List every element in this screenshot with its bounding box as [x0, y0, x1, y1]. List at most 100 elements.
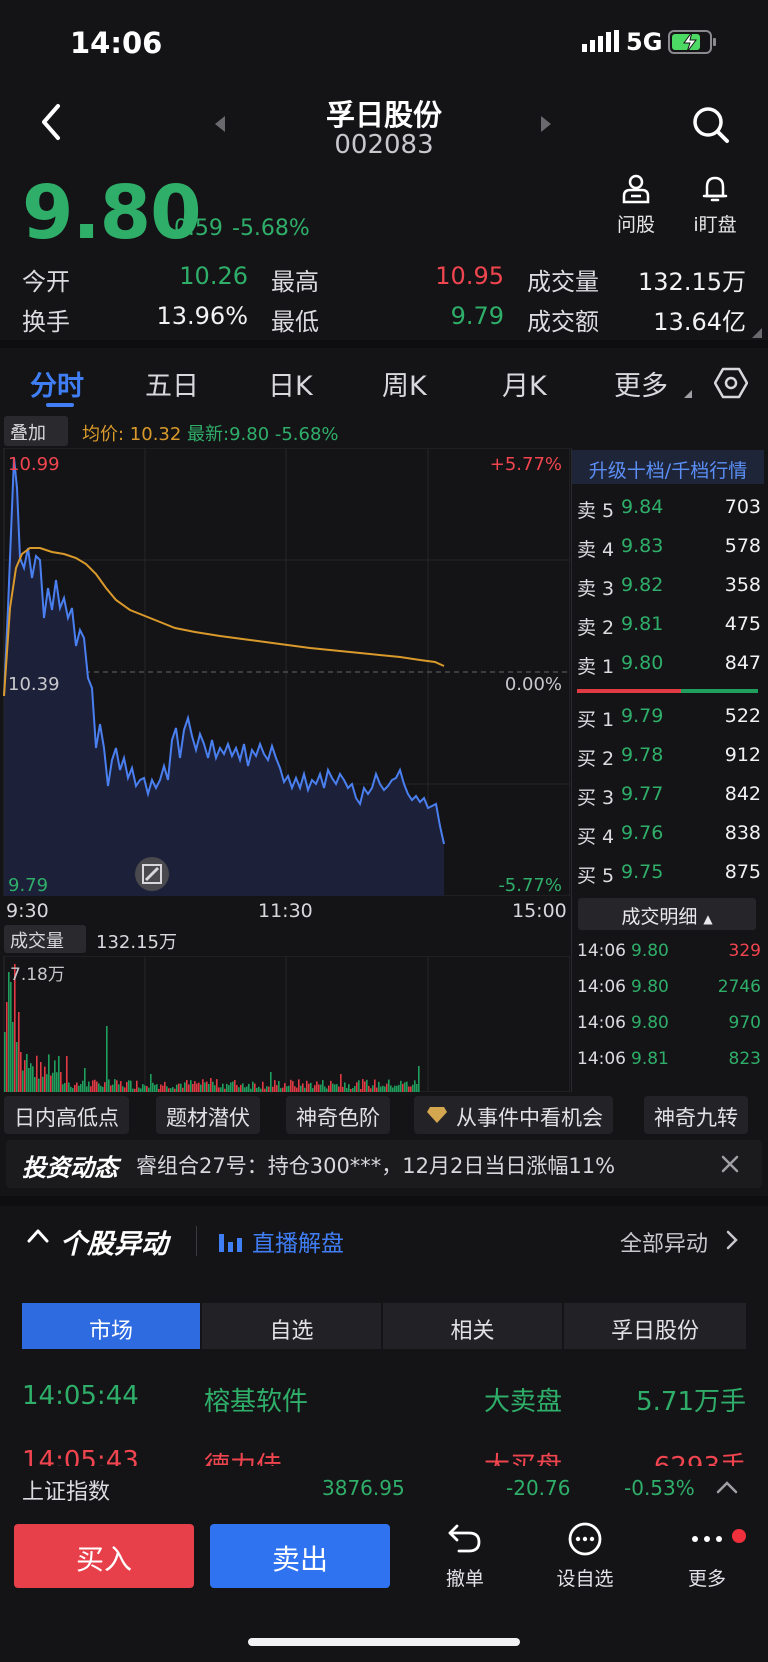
volume-bar	[402, 1084, 404, 1092]
volume-bar	[268, 1087, 270, 1092]
current-price: 9.80	[22, 170, 201, 256]
volume-bar	[122, 1086, 124, 1092]
volume-bar	[338, 1087, 340, 1092]
bell-icon	[700, 174, 730, 204]
volume-bar	[258, 1087, 260, 1092]
low-value: 9.79	[400, 302, 504, 330]
amount-label: 成交额	[527, 302, 599, 337]
tool-magic-color[interactable]: 神奇色阶	[286, 1096, 390, 1134]
index-value: 3876.95	[322, 1476, 405, 1500]
volume-bar	[354, 1086, 356, 1092]
overlay-button[interactable]: 叠加	[4, 416, 68, 446]
ask-volume: 847	[725, 652, 761, 674]
volume-chart[interactable]	[0, 956, 570, 1092]
trade-detail-button[interactable]: 成交明细 ▲	[578, 898, 756, 930]
segment-this-stock[interactable]: 孚日股份	[564, 1303, 746, 1349]
segment-related[interactable]: 相关	[383, 1303, 562, 1349]
settings-icon[interactable]	[714, 366, 748, 400]
expand-corner-icon[interactable]	[752, 328, 762, 338]
volume-bar	[332, 1084, 334, 1092]
volume-bar	[358, 1080, 360, 1092]
volume-bar	[298, 1079, 300, 1092]
volume-bar	[270, 1072, 272, 1092]
volume-bar	[86, 1086, 88, 1092]
volume-bar	[290, 1080, 292, 1092]
volume-bar	[80, 1084, 82, 1092]
tab-intraday[interactable]: 分时	[30, 364, 84, 403]
volume-bar	[316, 1081, 318, 1092]
tab-monthly-k[interactable]: 月K	[502, 364, 547, 403]
tab-weekly-k[interactable]: 周K	[382, 364, 427, 403]
add-watchlist-button[interactable]: 设自选	[540, 1522, 630, 1591]
draw-tool-icon[interactable]	[135, 857, 169, 891]
volume-bar	[382, 1086, 384, 1092]
volume-bar	[162, 1086, 164, 1092]
tab-more[interactable]: 更多	[614, 364, 668, 403]
bid-volume: 912	[725, 744, 761, 766]
ask-stock-button[interactable]: 问股	[601, 174, 671, 237]
anomaly-row[interactable]: 14:05:43 德力佳 大买盘 6293手	[22, 1446, 746, 1466]
anomaly-row[interactable]: 14:05:44 榕基软件 大卖盘 5.71万手	[22, 1381, 746, 1417]
chevron-right-icon[interactable]	[726, 1230, 738, 1250]
volume-indicator-button[interactable]: 成交量	[4, 925, 86, 953]
volume-bar	[242, 1083, 244, 1092]
volume-bar	[34, 1077, 36, 1092]
anomaly-amount: 5.71万手	[636, 1381, 746, 1418]
home-indicator[interactable]	[248, 1638, 520, 1646]
volume-bar	[182, 1088, 184, 1092]
volume-bar	[206, 1081, 208, 1092]
tool-intraday-high-low[interactable]: 日内高低点	[4, 1096, 129, 1134]
upgrade-depth-button[interactable]: 升级十档/千档行情	[572, 450, 764, 484]
volume-bar	[410, 1086, 412, 1092]
volume-bar	[142, 1084, 144, 1092]
bid-label: 买 3	[577, 783, 614, 810]
volume-bar	[388, 1080, 390, 1092]
buy-button[interactable]: 买入	[14, 1524, 194, 1588]
volume-bar	[144, 1085, 146, 1092]
tool-event-opportunity[interactable]: 从事件中看机会	[414, 1096, 613, 1134]
low-label: 最低	[271, 302, 319, 337]
volume-bar	[344, 1082, 346, 1092]
segment-watchlist[interactable]: 自选	[202, 1303, 381, 1349]
sell-button[interactable]: 卖出	[210, 1524, 390, 1588]
volume-bar	[128, 1080, 130, 1092]
more-dots-icon	[687, 1522, 727, 1556]
tool-magic-nine[interactable]: 神奇九转	[644, 1096, 748, 1134]
volume-bar	[282, 1088, 284, 1092]
volume-bar	[228, 1085, 230, 1092]
tool-theme-ambush[interactable]: 题材潜伏	[156, 1096, 260, 1134]
volume-bar	[90, 1086, 92, 1092]
volume-bar	[294, 1086, 296, 1092]
all-anomaly-link[interactable]: 全部异动	[620, 1226, 708, 1258]
tab-daily-k[interactable]: 日K	[268, 364, 313, 403]
segment-market[interactable]: 市场	[22, 1303, 200, 1349]
volume-bar	[102, 1087, 104, 1092]
ask-row-3: 卖 3 9.82 358	[577, 574, 761, 612]
cancel-order-button[interactable]: 撤单	[420, 1522, 510, 1591]
volume-bar	[82, 1081, 84, 1092]
intraday-chart[interactable]: 10.99 +5.77% 10.39 0.00% 9.79 -5.77%	[0, 448, 570, 896]
search-icon[interactable]	[690, 104, 730, 144]
trade-volume: 2746	[718, 977, 761, 997]
chevron-up-icon[interactable]	[26, 1226, 50, 1246]
tab-five-day[interactable]: 五日	[145, 364, 199, 403]
live-commentary-link[interactable]: 直播解盘	[252, 1224, 344, 1258]
news-text[interactable]: 睿组合27号：持仓300***，12月2日当日涨幅11%	[136, 1150, 615, 1180]
chart-mid-pct: 0.00%	[505, 674, 562, 695]
volume-bar	[276, 1085, 278, 1092]
ask-label: 卖 2	[577, 613, 614, 640]
price-change: -0.59	[166, 216, 223, 241]
chart-mid-price: 10.39	[8, 674, 60, 695]
close-icon[interactable]	[718, 1152, 742, 1176]
alert-button[interactable]: i盯盘	[680, 174, 750, 237]
bid-label: 买 5	[577, 861, 614, 888]
volume-bar	[264, 1089, 266, 1092]
volume-bar	[16, 1042, 18, 1092]
chevron-up-icon[interactable]	[716, 1480, 738, 1494]
live-bars-icon	[218, 1230, 244, 1252]
volume-bar	[214, 1085, 216, 1092]
ask-label: 卖 3	[577, 574, 614, 601]
volume-bar	[88, 1082, 90, 1092]
volume-bar	[134, 1089, 136, 1092]
bid-ask-ratio-green	[681, 689, 758, 693]
